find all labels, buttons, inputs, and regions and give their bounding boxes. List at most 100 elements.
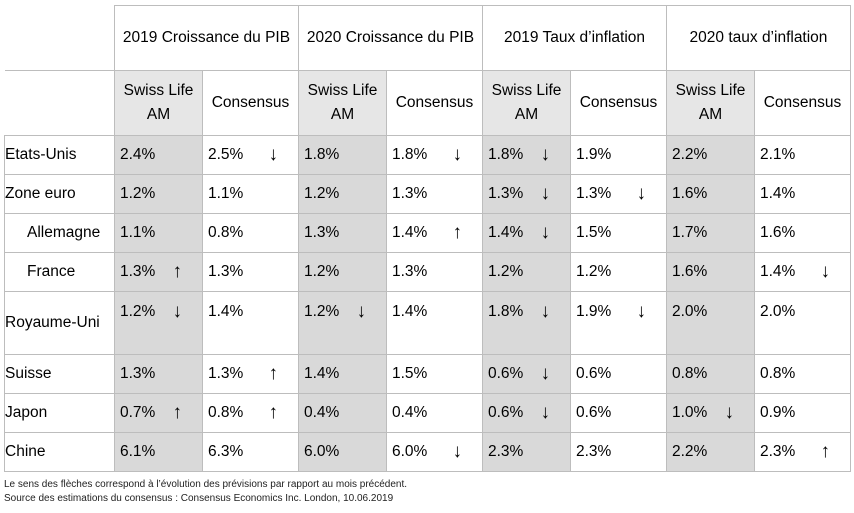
- arrow-up-icon: ↑: [452, 222, 463, 243]
- subheader-consensus: Consensus: [754, 70, 851, 136]
- cell-value: 1.4%: [392, 224, 428, 241]
- sub-header-row: Swiss Life AM Consensus Swiss Life AM Co…: [4, 70, 851, 136]
- cell-2019-gdp-consensus: 0.8% ↑: [202, 393, 299, 433]
- table-row-zone-euro: Zone euro 1.2% 1.1% 1.2% 1.3% 1.3% ↓ 1.3% ↓ 1.6% 1…: [4, 174, 851, 214]
- cell-value: 1.3%: [120, 263, 156, 280]
- cell-value: 1.2%: [304, 303, 340, 320]
- footnote-source: Source des estimations du consensus : Co…: [4, 493, 394, 504]
- cell-2020-gdp-swiss-life: 6.0%: [298, 432, 387, 472]
- header-2020-gdp: 2020 Croissance du PIB: [298, 5, 483, 71]
- cell-2019-gdp-swiss-life: 0.7% ↑: [114, 393, 203, 433]
- arrow-down-icon: ↓: [540, 363, 551, 384]
- cell-2020-gdp-swiss-life: 1.3%: [298, 213, 387, 253]
- cell-value: 1.8%: [488, 146, 524, 163]
- cell-value: 1.1%: [120, 224, 156, 241]
- cell-2019-inflation-consensus: 2.3%: [570, 432, 667, 472]
- cell-2019-gdp-consensus: 1.3% ↑: [202, 354, 299, 394]
- table-row-etats-unis: Etats-Unis 2.4% 2.5% ↓ 1.8% 1.8% ↓ 1.8% ↓ 1.9% 2.2…: [4, 135, 851, 175]
- cell-2020-gdp-consensus: 1.5%: [386, 354, 483, 394]
- cell-2019-gdp-consensus: 1.4%: [202, 291, 299, 355]
- forecast-table: 2019 Croissance du PIB 2020 Croissance d…: [4, 5, 851, 472]
- cell-2020-gdp-consensus: 1.8% ↓: [386, 135, 483, 175]
- arrow-down-icon: ↓: [172, 301, 183, 322]
- cell-2019-gdp-swiss-life: 1.2% ↓: [114, 291, 203, 355]
- cell-value: 1.3%: [208, 365, 244, 382]
- cell-value: 0.8%: [208, 404, 244, 421]
- cell-2020-inflation-consensus: 2.0%: [754, 291, 851, 355]
- cell-2020-gdp-swiss-life: 1.8%: [298, 135, 387, 175]
- country-label: Royaume-Uni: [4, 291, 115, 355]
- subheader-consensus: Consensus: [202, 70, 299, 136]
- cell-2020-inflation-consensus: 2.3% ↑: [754, 432, 851, 472]
- subheader-consensus: Consensus: [386, 70, 483, 136]
- footnote-arrows: Le sens des flèches correspond à l’évolu…: [4, 479, 408, 490]
- cell-2020-gdp-consensus: 1.3%: [386, 174, 483, 214]
- arrow-down-icon: ↓: [636, 301, 647, 322]
- cell-value: 1.4%: [760, 185, 796, 202]
- cell-value: 1.2%: [304, 263, 340, 280]
- cell-value: 2.3%: [576, 443, 612, 460]
- header-2020-inflation: 2020 taux d’inflation: [666, 5, 851, 71]
- cell-value: 1.8%: [304, 146, 340, 163]
- arrow-down-icon: ↓: [268, 144, 279, 165]
- arrow-down-icon: ↓: [452, 441, 463, 462]
- cell-value: 1.4%: [392, 303, 428, 320]
- cell-value: 1.0%: [672, 404, 708, 421]
- cell-value: 1.2%: [120, 303, 156, 320]
- cell-2020-inflation-swiss-life: 1.6%: [666, 252, 755, 292]
- cell-2019-gdp-consensus: 1.1%: [202, 174, 299, 214]
- cell-value: 1.4%: [760, 263, 796, 280]
- cell-value: 1.2%: [304, 185, 340, 202]
- country-label: France: [4, 252, 115, 292]
- cell-value: 2.2%: [672, 443, 708, 460]
- arrow-down-icon: ↓: [540, 402, 551, 423]
- cell-2020-inflation-consensus: 1.4%: [754, 174, 851, 214]
- cell-value: 1.4%: [304, 365, 340, 382]
- cell-value: 1.2%: [576, 263, 612, 280]
- arrow-down-icon: ↓: [724, 402, 735, 423]
- cell-2020-gdp-consensus: 1.3%: [386, 252, 483, 292]
- cell-2020-gdp-swiss-life: 1.2%: [298, 174, 387, 214]
- subheader-consensus: Consensus: [570, 70, 667, 136]
- cell-value: 1.3%: [392, 263, 428, 280]
- arrow-up-icon: ↑: [172, 402, 183, 423]
- cell-2020-gdp-swiss-life: 1.4%: [298, 354, 387, 394]
- header-2019-gdp: 2019 Croissance du PIB: [114, 5, 299, 71]
- corner-cell: [4, 70, 115, 136]
- country-label: Japon: [4, 393, 115, 433]
- table-row-royaume-uni: Royaume-Uni 1.2% ↓ 1.4% 1.2% ↓ 1.4% 1.8% ↓ 1.9% ↓ 2…: [4, 291, 851, 355]
- cell-2020-gdp-consensus: 1.4% ↑: [386, 213, 483, 253]
- cell-value: 1.3%: [120, 365, 156, 382]
- cell-2020-gdp-swiss-life: 1.2%: [298, 252, 387, 292]
- cell-value: 1.8%: [488, 303, 524, 320]
- cell-2020-inflation-swiss-life: 1.6%: [666, 174, 755, 214]
- cell-value: 1.5%: [576, 224, 612, 241]
- cell-value: 0.6%: [576, 404, 612, 421]
- country-label: Suisse: [4, 354, 115, 394]
- cell-value: 1.6%: [672, 185, 708, 202]
- cell-2019-inflation-consensus: 1.5%: [570, 213, 667, 253]
- cell-value: 0.9%: [760, 404, 796, 421]
- cell-value: 1.8%: [392, 146, 428, 163]
- cell-2019-gdp-swiss-life: 1.2%: [114, 174, 203, 214]
- cell-value: 1.2%: [120, 185, 156, 202]
- cell-value: 6.0%: [304, 443, 340, 460]
- corner-cell: [4, 5, 115, 71]
- arrow-up-icon: ↑: [268, 402, 279, 423]
- cell-value: 0.8%: [760, 365, 796, 382]
- cell-value: 6.1%: [120, 443, 156, 460]
- cell-2019-inflation-consensus: 1.9%: [570, 135, 667, 175]
- cell-2020-inflation-consensus: 0.9%: [754, 393, 851, 433]
- cell-value: 1.1%: [208, 185, 244, 202]
- cell-value: 1.6%: [760, 224, 796, 241]
- table-row-japon: Japon 0.7% ↑ 0.8% ↑ 0.4% 0.4% 0.6% ↓ 0.6% 1.0% ↓ 0.9…: [4, 393, 851, 433]
- arrow-down-icon: ↓: [540, 301, 551, 322]
- cell-value: 6.0%: [392, 443, 428, 460]
- subheader-swiss-life: Swiss Life AM: [298, 70, 387, 136]
- cell-2020-inflation-consensus: 2.1%: [754, 135, 851, 175]
- cell-2019-inflation-consensus: 1.3% ↓: [570, 174, 667, 214]
- cell-value: 1.7%: [672, 224, 708, 241]
- arrow-down-icon: ↓: [540, 183, 551, 204]
- cell-value: 2.0%: [760, 303, 796, 320]
- cell-value: 2.1%: [760, 146, 796, 163]
